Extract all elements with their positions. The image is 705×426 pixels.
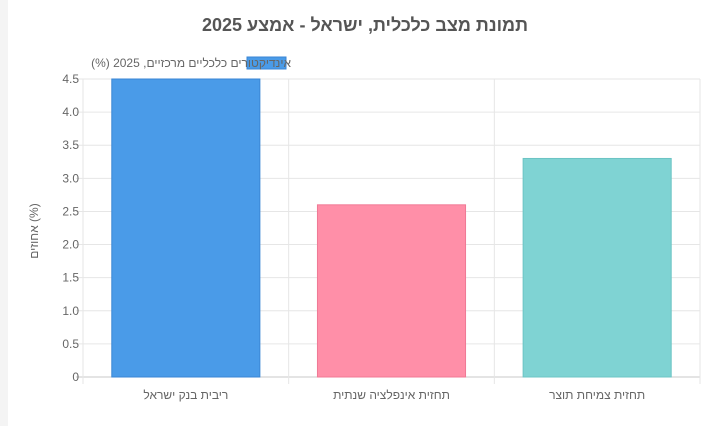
y-tick-label: 3.5: [62, 138, 79, 152]
x-tick-label: ריבית בנק ישראל: [143, 388, 228, 402]
chart-title: תמונת מצב כלכלית, ישראל - אמצע 2025: [202, 15, 528, 35]
y-axis-ticks: 0 0.5 1.0 1.5 2.0 2.5 3.0 3.5 4.0 4.5: [62, 72, 79, 384]
y-tick-label: 0: [72, 370, 79, 384]
bar-2[interactable]: [316, 204, 467, 378]
y-tick-label: 0.5: [62, 337, 79, 351]
legend-swatch: [246, 56, 287, 70]
legend[interactable]: אינדיקטורים כלכליים מרכזיים, 2025 (%): [91, 56, 291, 70]
legend-label: אינדיקטורים כלכליים מרכזיים, 2025 (%): [91, 56, 291, 70]
bar-chart: תמונת מצב כלכלית, ישראל - אמצע 2025 אינד…: [27, 15, 701, 402]
y-tick-label: 2.0: [62, 238, 79, 252]
x-tick-label: תחזית אינפלציה שנתית: [333, 388, 450, 402]
bar-3[interactable]: [522, 157, 672, 378]
y-tick-label: 1.0: [62, 304, 79, 318]
bar-1[interactable]: [111, 78, 261, 378]
y-axis-label: אחוזים (%): [27, 203, 41, 258]
y-tick-label: 2.5: [62, 204, 79, 218]
y-tick-label: 4.5: [62, 72, 79, 86]
x-axis-ticks: ריבית בנק ישראל תחזית אינפלציה שנתית תחזית…: [143, 388, 645, 402]
bars: [111, 78, 672, 378]
y-tick-label: 1.5: [62, 271, 79, 285]
y-tick-label: 3.0: [62, 171, 79, 185]
x-tick-label: תחזית צמיחת תוצר: [549, 388, 645, 402]
y-tick-label: 4.0: [62, 105, 79, 119]
chart-card: תמונת מצב כלכלית, ישראל - אמצע 2025 אינד…: [8, 0, 705, 426]
